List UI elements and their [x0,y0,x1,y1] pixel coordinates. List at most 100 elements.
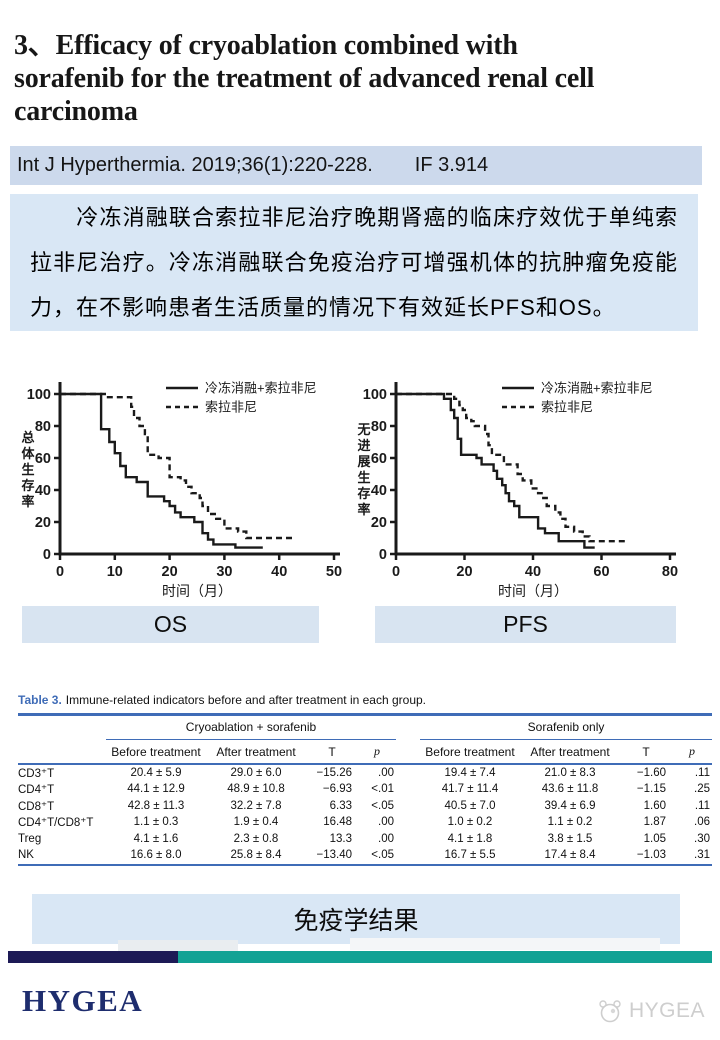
col-t-1: T [328,744,336,759]
table-cell: <.05 [371,849,394,862]
table-cell: .00 [378,832,394,845]
y-axis-title-char: 生 [21,462,34,477]
y-tick-label: 40 [35,483,51,499]
os-km-chart: 0 20 40 60 80 100 0 10 20 30 40 50 时间（月） 总体生存率 冷冻消融+索拉… [16,372,350,604]
table-row: CD3⁺T 20.4 ± 5.9 29.0 ± 6.0 −15.26 .00 19.4 ±… [18,765,712,782]
hygea-logo-mark-icon [599,1000,621,1023]
table-cell: 6.33 [329,799,352,812]
table-cell: .11 [694,766,710,779]
immunology-results-box: 免疫学结果 [32,894,680,944]
col-after-2: After treatment [530,744,610,759]
x-tick-label: 60 [593,564,609,580]
footer-ghost-shape-2 [118,940,238,951]
table-body: CD3⁺T 20.4 ± 5.9 29.0 ± 6.0 −15.26 .00 19.4 ±… [18,765,712,864]
table-cell: −1.15 [636,783,666,796]
y-axis-title-char: 存 [21,478,34,493]
table-group-header-row: Cryoablation + sorafenib Sorafenib only [18,716,712,739]
y-axis-title-char: 展 [357,454,371,469]
journal-citation: Int J Hyperthermia. 2019;36(1):220-228. [17,154,373,176]
footer-navy-bar [8,951,178,963]
y-tick-label: 20 [35,515,51,531]
x-tick-label: 10 [107,564,123,580]
impact-factor: IF 3.914 [414,154,489,176]
table-cell: .00 [378,766,394,779]
col-before-2: Before treatment [425,744,515,759]
table-column-header-row: Before treatment After treatment T p Bef… [18,740,712,763]
table-caption-number: Table 3. [18,693,62,707]
legend-label: 冷冻消融+索拉非尼 [205,381,317,396]
x-tick-label: 30 [216,564,232,580]
table-cell: .11 [694,799,710,812]
table-row: Treg 4.1 ± 1.6 2.3 ± 0.8 13.3 .00 4.1 ± 1.8 3.… [18,831,712,848]
table-cell: 40.5 ± 7.0 [444,799,496,812]
table-row: NK 16.6 ± 8.0 25.8 ± 8.4 −13.40 <.05 16.7 ± 5… [18,847,712,864]
row-label: CD4⁺T [18,784,55,797]
x-axis-title: 时间（月） [162,583,232,599]
table-cell: .31 [694,849,710,862]
table-cell: 4.1 ± 1.6 [133,832,179,845]
pfs-caption-label: PFS [503,611,548,637]
x-tick-label: 40 [271,564,287,580]
km-series-dashed [396,392,626,543]
table-row: CD8⁺T 42.8 ± 11.3 32.2 ± 7.8 6.33 <.05 40.5 ±… [18,798,712,815]
col-before-1: Before treatment [111,744,201,759]
table-group-rules [18,738,712,741]
y-tick-label: 20 [371,515,387,531]
table-cell: 20.4 ± 5.9 [130,766,182,779]
y-tick-label: 80 [35,419,51,435]
pfs-caption-box: PFS [375,606,676,643]
row-label: CD3⁺T [18,767,55,780]
table-cell: 25.8 ± 8.4 [230,849,282,862]
os-caption-label: OS [153,611,188,637]
table-cell: 42.8 ± 11.3 [127,799,185,812]
km-series-solid [396,392,595,549]
table-cell: 1.1 ± 0.3 [133,816,179,829]
y-tick-label: 60 [35,451,51,467]
y-tick-label: 40 [371,483,387,499]
x-tick-label: 50 [326,564,342,580]
y-tick-label: 100 [363,387,387,403]
table-cell: 2.3 ± 0.8 [233,832,279,845]
immunology-results-label: 免疫学结果 [293,907,419,935]
os-caption-box: OS [22,606,319,643]
table-cell: 43.6 ± 11.8 [541,783,599,796]
col-after-1: After treatment [216,744,296,759]
pfs-km-chart: 0 20 40 60 80 100 0 20 40 60 80 时间（月） 无进展生存率 冷冻消融+索拉非… [352,372,686,604]
x-tick-label: 40 [525,564,541,580]
table-bottom-rule [18,863,712,867]
y-tick-label: 80 [371,419,387,435]
table-cell: 41.7 ± 11.4 [441,783,499,796]
group-header-sorafenib: Sorafenib only [527,720,605,734]
table-cell: −13.40 [316,849,353,862]
table-cell: .00 [378,816,394,829]
y-axis-title-char: 率 [357,502,370,517]
immune-indicators-table: Table 3. Immune-related indicators before… [18,693,712,867]
legend-label: 冷冻消融+索拉非尼 [541,381,653,396]
table-cell: −1.60 [636,766,666,779]
y-tick-label: 0 [379,547,387,563]
table-caption-text: Immune-related indicators before and aft… [65,693,426,707]
legend-label: 索拉非尼 [541,400,593,415]
table-cell: 16.6 ± 8.0 [130,849,182,862]
table-cell: <.05 [371,799,394,812]
table-cell: 16.7 ± 5.5 [444,849,496,862]
table-cell: .25 [694,783,710,796]
table-cell: 1.87 [643,816,666,829]
table-cell: 21.0 ± 8.3 [544,766,596,779]
table-cell: 48.9 ± 10.8 [227,783,285,796]
table-caption: Table 3. Immune-related indicators before… [18,693,712,707]
col-p-2: p [689,744,695,759]
km-series-dashed [60,392,296,540]
col-p-1: p [374,744,380,759]
table-cell: −15.26 [316,766,353,779]
row-label: Treg [18,832,42,845]
table-cell: 1.9 ± 0.4 [233,816,279,829]
hygea-logo: HYGEA [22,983,144,1018]
table-cell: <.01 [371,783,394,796]
x-tick-label: 20 [456,564,472,580]
table-cell: −1.03 [636,849,666,862]
x-tick-label: 20 [162,564,178,580]
hygea-watermark: HYGEA [597,998,705,1024]
